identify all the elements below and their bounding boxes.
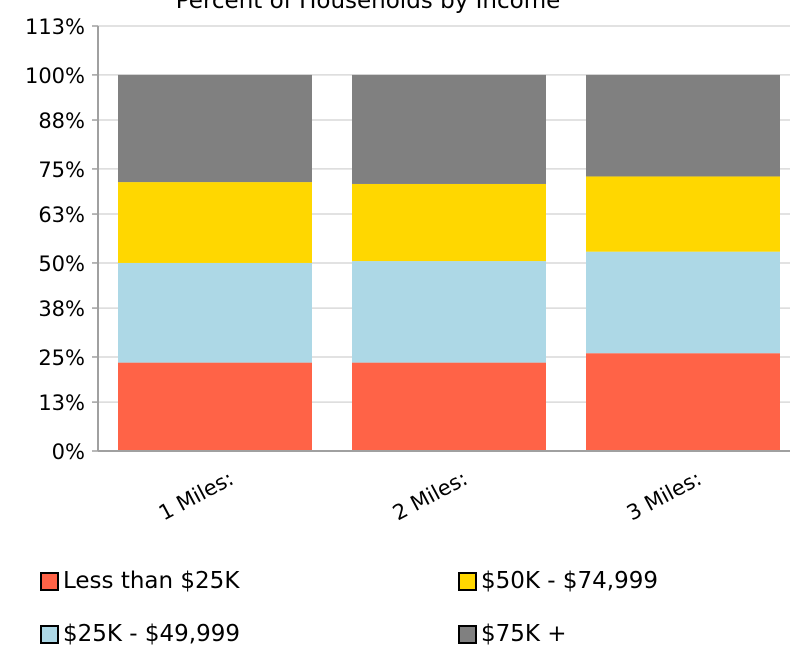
bar-segment-3-1	[118, 182, 312, 263]
legend-swatch	[40, 571, 59, 591]
legend-label: $25K - $49,999	[63, 621, 241, 647]
bar-segment-1-1	[118, 362, 312, 451]
bar-segment-4-2	[352, 74, 546, 184]
legend-label: $75K +	[481, 621, 567, 647]
y-tick-labels: 0% 13% 25% 38% 50% 63% 75% 88% 100% 113%	[25, 15, 85, 464]
bar-segment-2-2	[352, 261, 546, 363]
legend-item-50k-74999: $50K - $74,999	[458, 568, 658, 594]
y-tick-label: 13%	[38, 391, 85, 415]
bar-segment-3-3	[586, 176, 780, 252]
y-tick-label: 88%	[38, 109, 85, 133]
legend-item-less-than-25k: Less than $25K	[40, 568, 239, 594]
axes	[92, 25, 790, 452]
y-tick-label: 100%	[25, 64, 85, 88]
legend-swatch	[458, 571, 477, 591]
bars	[118, 74, 780, 451]
bar-segment-3-2	[352, 183, 546, 262]
x-tick-label: 1 Miles:	[155, 466, 238, 525]
chart-title: Percent of Households by Income	[176, 0, 561, 14]
legend-label: $50K - $74,999	[481, 568, 659, 594]
legend-item-75k-plus: $75K +	[458, 621, 567, 647]
bar-segment-4-3	[586, 74, 780, 177]
x-tick-label: 2 Miles:	[389, 466, 472, 525]
bar-segment-4-1	[118, 74, 312, 183]
bar-segment-2-3	[586, 251, 780, 354]
bar-segment-2-1	[118, 262, 312, 363]
legend-label: Less than $25K	[63, 568, 240, 594]
x-tick-labels: 1 Miles: 2 Miles: 3 Miles:	[155, 466, 706, 525]
y-tick-label: 63%	[38, 203, 85, 227]
y-tick-label: 50%	[38, 252, 85, 276]
y-tick-label: 0%	[52, 440, 85, 464]
bar-segment-1-3	[586, 353, 780, 451]
y-tick-label: 38%	[38, 297, 85, 321]
x-tick-label: 3 Miles:	[623, 466, 706, 525]
legend-swatch	[458, 624, 477, 644]
y-tick-label: 75%	[38, 158, 85, 182]
y-tick-label: 113%	[25, 15, 85, 39]
legend-swatch	[40, 624, 59, 644]
y-tick-label: 25%	[38, 346, 85, 370]
bar-segment-1-2	[352, 362, 546, 451]
legend-item-25k-49999: $25K - $49,999	[40, 621, 240, 647]
